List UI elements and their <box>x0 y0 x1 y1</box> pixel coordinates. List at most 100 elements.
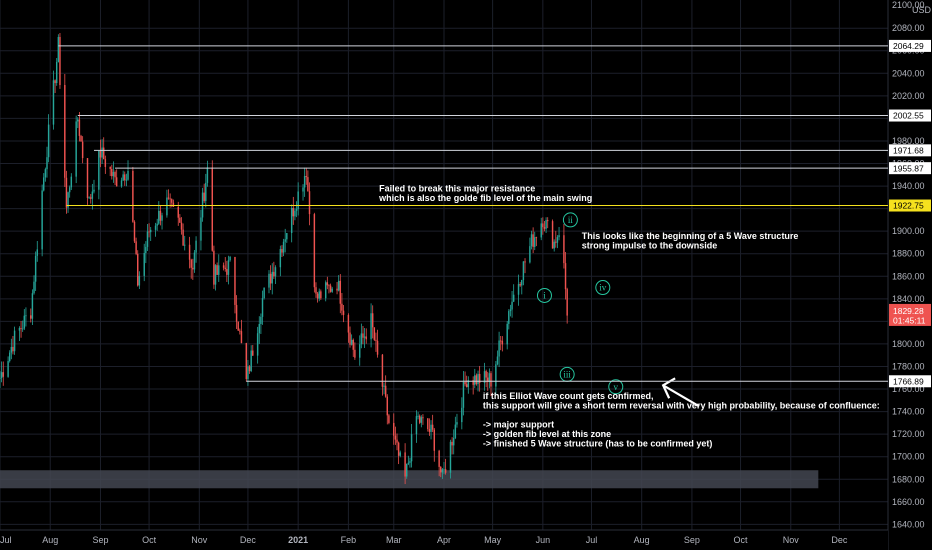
candle-body <box>57 36 60 62</box>
candle-body <box>461 407 463 423</box>
candle-body <box>286 232 288 240</box>
candle-body <box>10 346 13 353</box>
candle-body <box>410 434 413 462</box>
candle-body <box>67 192 69 208</box>
annotation-text: if this Elliot Wave count gets confirmed… <box>483 391 654 401</box>
x-tick-label: Oct <box>142 535 157 545</box>
candle-body <box>495 364 497 387</box>
candle-body <box>247 366 249 380</box>
candle-body <box>564 263 567 290</box>
candle-body <box>558 235 560 238</box>
candle-body <box>373 327 376 340</box>
x-tick-label: Mar <box>386 535 402 545</box>
candle-body <box>535 237 538 239</box>
candle-body <box>36 249 38 256</box>
time-axis[interactable]: Jul Aug Sep Oct Nov Dec 2021 Feb Mar Apr May Jun Jul… <box>0 529 888 550</box>
candle-body <box>235 304 238 322</box>
candle-body <box>145 246 147 254</box>
candle-body <box>218 265 220 275</box>
level-price-tag <box>889 144 931 157</box>
candle-body <box>553 241 555 249</box>
candle-body <box>34 255 37 282</box>
candle-body <box>359 344 361 358</box>
candle-body <box>307 177 309 192</box>
candle-body <box>563 235 565 264</box>
price-axis[interactable]: 2080.002060.002040.002020.002000.001980.… <box>887 0 932 550</box>
candle-body <box>305 176 307 178</box>
candle-body <box>370 313 372 340</box>
x-tick-label: 2021 <box>288 535 308 545</box>
candle-body <box>109 166 111 169</box>
candle-body <box>31 293 34 319</box>
candle-body <box>239 330 241 332</box>
candle-body <box>166 197 168 216</box>
candle-body <box>313 214 316 288</box>
candle-body <box>490 373 492 387</box>
candle-body <box>250 350 252 372</box>
candle-body <box>195 240 197 253</box>
candle-body <box>475 375 478 385</box>
candle-body <box>284 239 286 242</box>
candle-body <box>268 273 270 288</box>
candle-body <box>77 119 79 122</box>
y-tick-label: 1640.00 <box>892 519 925 529</box>
candle-body <box>33 281 35 294</box>
candle-body <box>409 461 411 463</box>
candle-body <box>64 85 66 178</box>
candle-body <box>65 177 68 208</box>
candle-body <box>462 381 465 408</box>
candle-body <box>240 331 243 344</box>
grid <box>0 0 888 530</box>
annotation-text: this support will give a short term reve… <box>483 401 880 411</box>
annotation-text: This looks like the beginning of a 5 Wav… <box>582 231 799 241</box>
wave-label: ii <box>568 215 574 225</box>
candle-body <box>342 310 345 315</box>
level-price-tag <box>889 199 931 212</box>
candle-body <box>248 366 251 372</box>
candle-body <box>388 415 390 423</box>
candle-body <box>180 222 183 230</box>
candle-body <box>428 429 431 432</box>
candle-body <box>472 380 474 385</box>
candle-body <box>352 339 354 350</box>
horizontal-levels[interactable]: 2064.29 2002.55 1971.68 1955.87 1922.75 1766.… <box>58 39 931 388</box>
candle-body <box>179 217 181 223</box>
x-tick-label: Apr <box>437 535 451 545</box>
candle-body <box>282 241 285 253</box>
candle-body <box>0 377 1 379</box>
candle-body <box>444 469 447 473</box>
arrow-head <box>661 377 676 399</box>
candle-body <box>465 384 468 388</box>
x-tick-label: Jul <box>0 535 12 545</box>
candle-body <box>81 141 84 159</box>
candle-body <box>55 61 58 84</box>
candle-body <box>415 416 418 435</box>
candle-body <box>281 248 283 253</box>
x-tick-label: May <box>484 535 502 545</box>
candle-body <box>485 371 487 378</box>
candle-body <box>271 271 273 284</box>
candle-body <box>407 462 410 464</box>
y-tick-label: 1740.00 <box>892 407 925 417</box>
candle-body <box>483 371 486 383</box>
annotation-text: which is also the golde fib level of the… <box>378 193 592 203</box>
candle-body <box>532 234 534 247</box>
candle-body <box>227 260 230 275</box>
candle-body <box>260 316 262 325</box>
candle-body <box>417 415 419 417</box>
wave-label: iv <box>599 283 607 293</box>
candle-body <box>371 313 374 328</box>
y-tick-label: 1760.00 <box>892 384 925 394</box>
candle-body <box>362 333 364 338</box>
price-axis-bg <box>888 0 932 550</box>
candle-body <box>159 210 162 221</box>
y-tick-label: 1900.00 <box>892 226 925 236</box>
candle-body <box>158 210 160 224</box>
candle-body <box>315 287 317 294</box>
candle-body <box>292 208 295 217</box>
candle-body <box>406 463 408 477</box>
arrow-shaft <box>662 384 700 408</box>
candle-body <box>237 321 239 331</box>
candle-body <box>363 336 366 338</box>
